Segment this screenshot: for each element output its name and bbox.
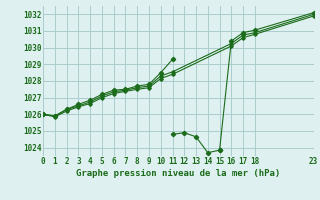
X-axis label: Graphe pression niveau de la mer (hPa): Graphe pression niveau de la mer (hPa) <box>76 169 281 178</box>
